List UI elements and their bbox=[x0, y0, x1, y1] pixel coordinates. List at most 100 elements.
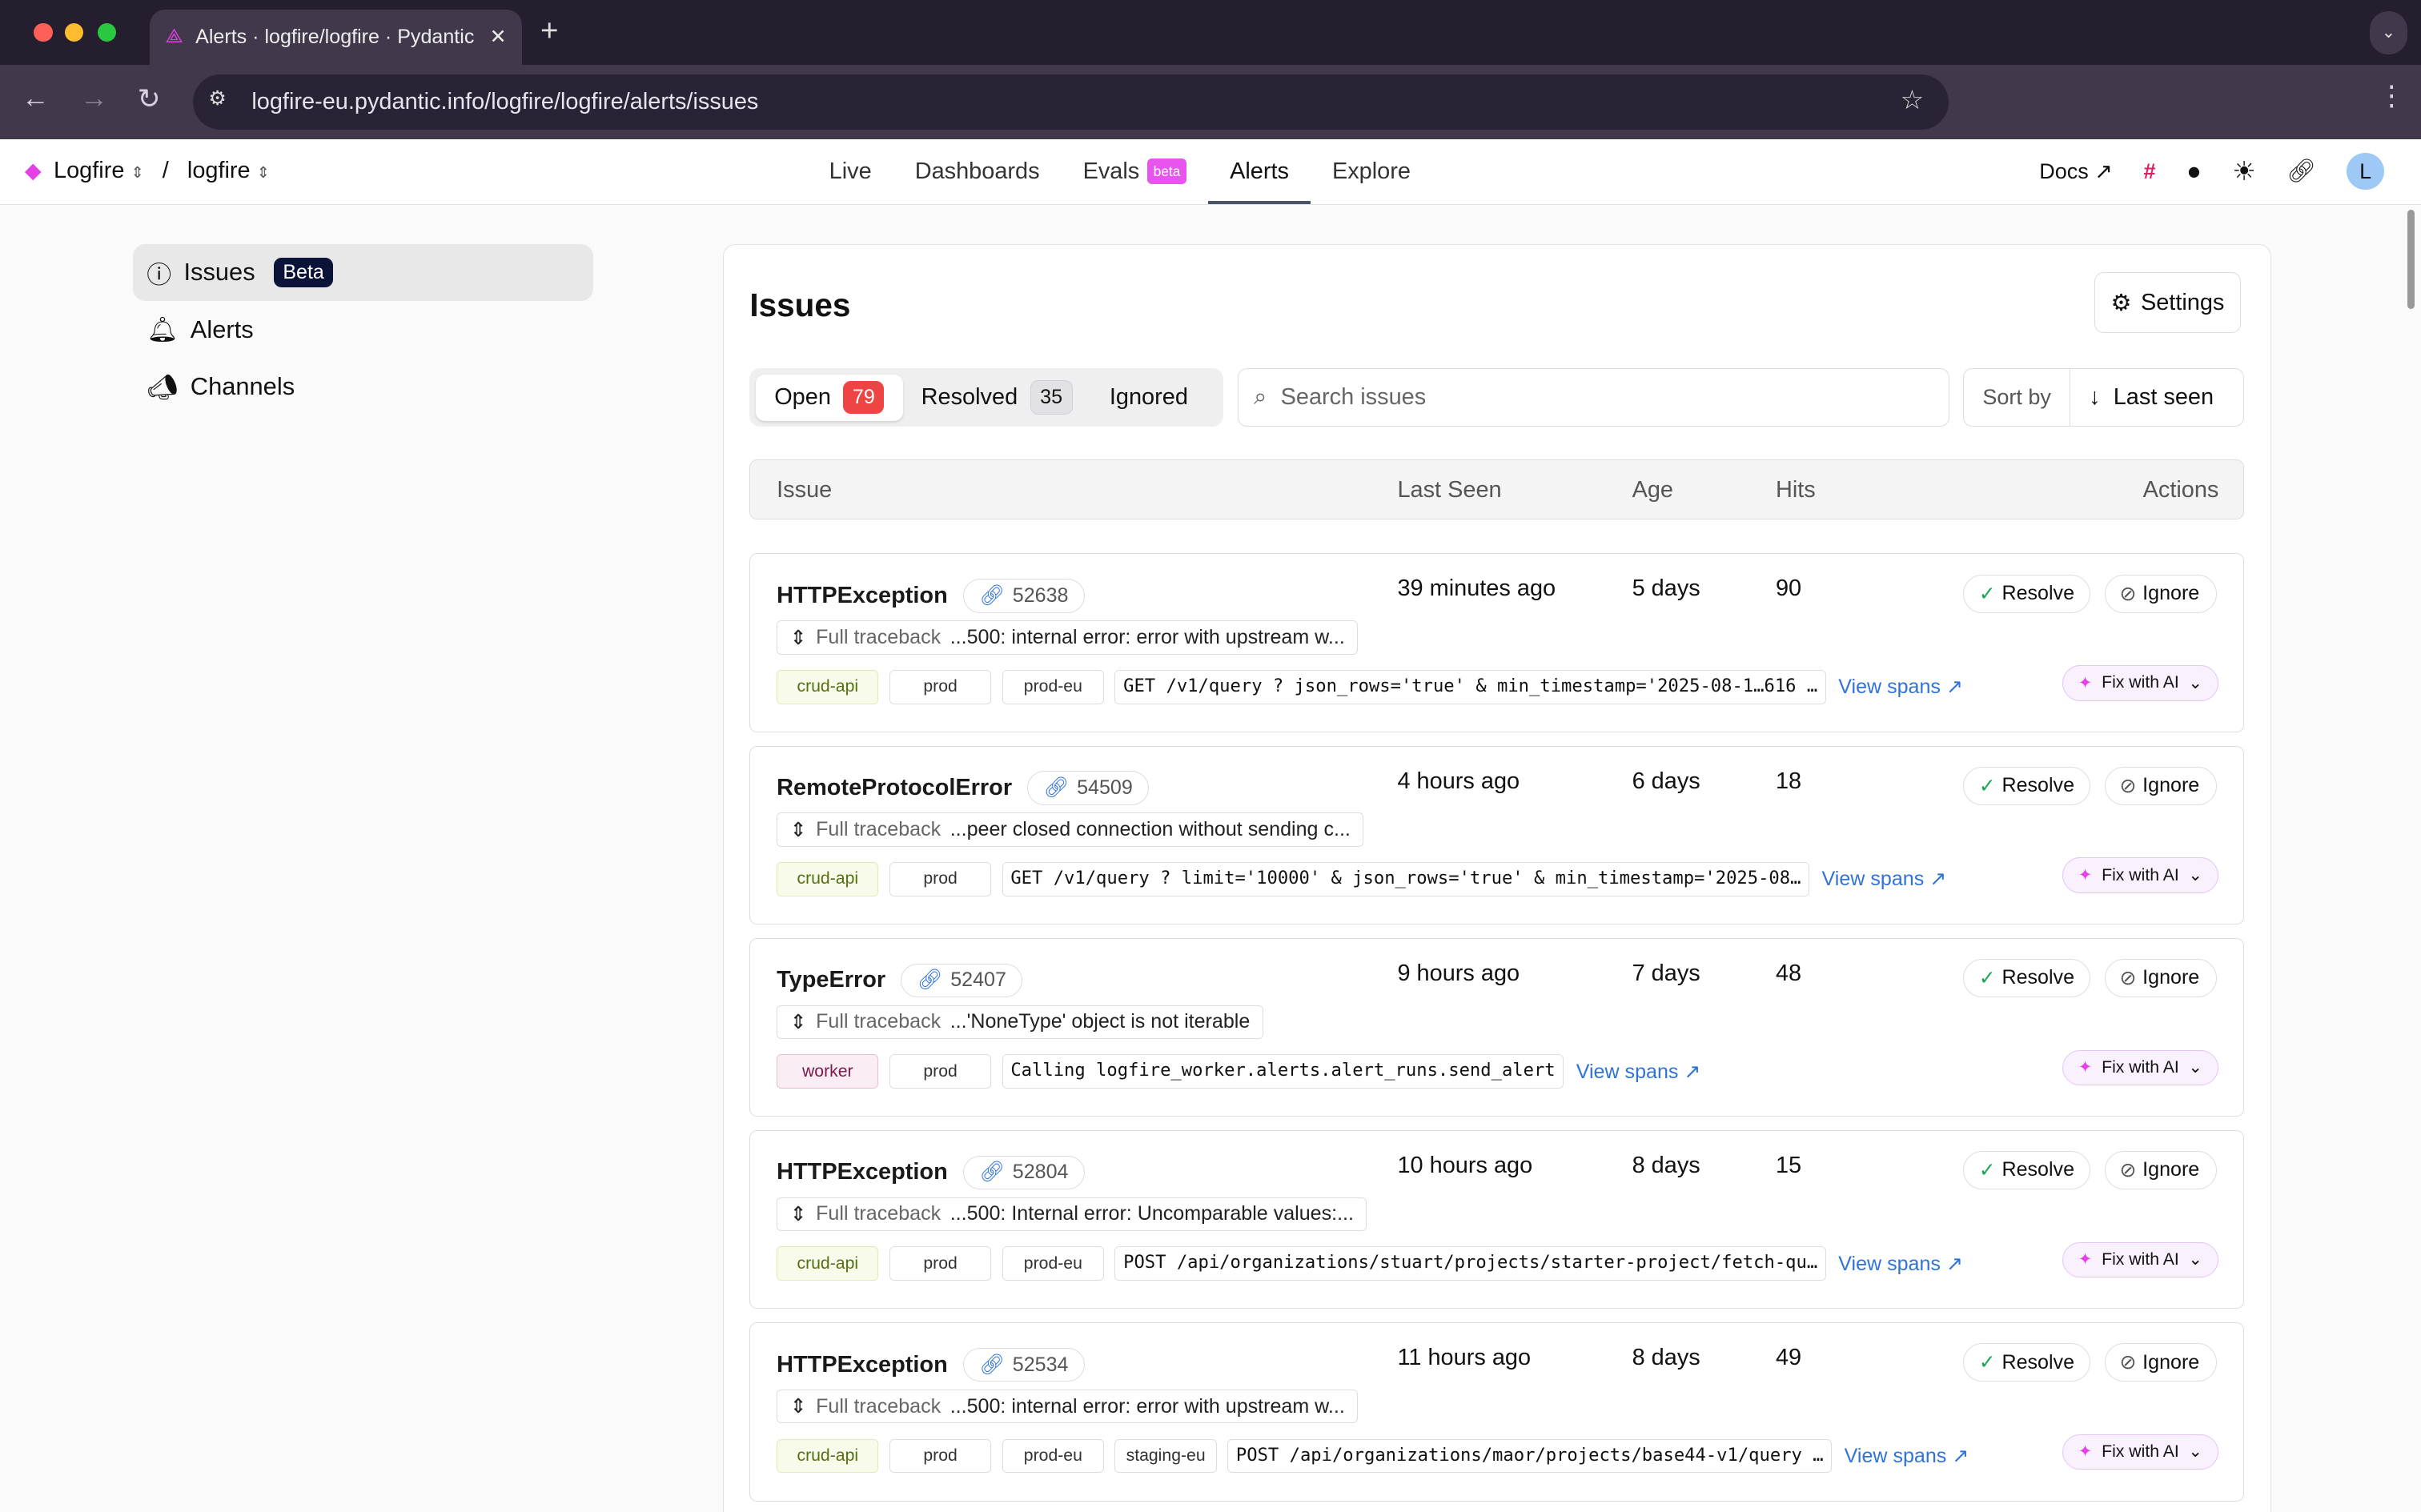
tab-ignored[interactable]: Ignored bbox=[1109, 384, 1188, 411]
ignore-button[interactable]: ⊘ Ignore bbox=[2105, 958, 2218, 997]
resolve-button[interactable]: ✓ Resolve bbox=[1962, 958, 2091, 997]
back-icon[interactable]: ← bbox=[22, 83, 50, 114]
nav-live[interactable]: Live bbox=[829, 158, 872, 184]
eye-off-icon: ⊘ bbox=[2119, 1158, 2137, 1181]
slack-icon[interactable]: # bbox=[2143, 158, 2156, 183]
sidebar-item-alerts[interactable]: 🔔︎ Alerts bbox=[147, 315, 254, 344]
issue-id-link[interactable]: 🔗︎ 52534 bbox=[963, 1347, 1085, 1382]
table-row[interactable]: HTTPException 🔗︎ 52638 ⇕ Full traceback...… bbox=[749, 553, 2245, 733]
issue-id-link[interactable]: 🔗︎ 52804 bbox=[963, 1155, 1085, 1190]
issues-panel: Issues ⚙ Settings Open 79 Resolved 35 Ignor… bbox=[722, 243, 2271, 1512]
fix-with-ai-button[interactable]: ✦ Fix with AI ⌄ bbox=[2062, 1241, 2219, 1277]
issue-title[interactable]: HTTPException bbox=[777, 583, 948, 609]
ignore-button[interactable]: ⊘ Ignore bbox=[2105, 1342, 2218, 1382]
external-link-icon: ↗ bbox=[1929, 868, 1947, 891]
close-tab-icon[interactable]: ✕ bbox=[489, 26, 507, 49]
table-row[interactable]: RemoteProtocolError 🔗︎ 54509 ⇕ Full traceb… bbox=[749, 745, 2245, 925]
sort-control[interactable]: Sort by ↓ Last seen bbox=[1963, 368, 2245, 427]
issue-title[interactable]: HTTPException bbox=[777, 1351, 948, 1378]
reload-icon[interactable]: ↻ bbox=[137, 84, 161, 115]
sort-select[interactable]: ↓ Last seen bbox=[2089, 384, 2214, 411]
issue-title[interactable]: RemoteProtocolError bbox=[777, 775, 1013, 801]
nav-alerts[interactable]: Alerts bbox=[1208, 139, 1311, 204]
span-name: POST /api/organizations/maor/projects/ba… bbox=[1227, 1438, 1833, 1473]
avatar[interactable]: L bbox=[2347, 152, 2384, 191]
sidebar-item-issues[interactable]: ⓘ Issues Beta bbox=[132, 243, 593, 302]
span-name: GET /v1/query ? json_rows='true' & min_t… bbox=[1114, 670, 1826, 704]
tag: prod bbox=[889, 1246, 992, 1281]
tab-search-button[interactable]: ⌄ bbox=[2370, 10, 2407, 54]
link-icon[interactable]: 🔗︎ bbox=[2286, 158, 2316, 185]
issue-id-link[interactable]: 🔗︎ 52407 bbox=[901, 963, 1023, 998]
docs-link[interactable]: Docs ↗ bbox=[2039, 158, 2113, 183]
address-bar[interactable]: ⚙ logfire-eu.pydantic.info/logfire/logfi… bbox=[193, 74, 1949, 130]
view-spans-link[interactable]: View spans ↗ bbox=[1844, 1444, 1969, 1467]
nav-explore[interactable]: Explore bbox=[1331, 158, 1411, 184]
resolve-button[interactable]: ✓ Resolve bbox=[1962, 1150, 2091, 1190]
tab-resolved[interactable]: Resolved 35 bbox=[903, 375, 1091, 421]
tab-open[interactable]: Open 79 bbox=[756, 374, 903, 421]
view-spans-link[interactable]: View spans ↗ bbox=[1838, 1252, 1963, 1275]
github-icon[interactable]: ● bbox=[2186, 157, 2202, 186]
link-icon: 🔗︎ bbox=[917, 969, 943, 992]
settings-button[interactable]: ⚙ Settings bbox=[2094, 272, 2241, 333]
check-icon: ✓ bbox=[1978, 582, 1996, 605]
table-row[interactable]: TypeError 🔗︎ 52407 ⇕ Full traceback ...'Non… bbox=[749, 937, 2245, 1117]
check-icon: ✓ bbox=[1978, 774, 1996, 797]
traceback-toggle[interactable]: ⇕ Full traceback ...500: Internal error: U… bbox=[777, 1197, 1367, 1232]
project-switcher[interactable]: logfire ⇕ bbox=[187, 157, 270, 183]
last-seen: 10 hours ago bbox=[1397, 1152, 1533, 1178]
maximize-window-button[interactable] bbox=[97, 22, 116, 42]
minimize-window-button[interactable] bbox=[65, 22, 84, 42]
search-input[interactable]: ⌕ Search issues bbox=[1237, 368, 1949, 427]
nav-evals[interactable]: Evals beta bbox=[1062, 139, 1209, 204]
view-spans-link[interactable]: View spans ↗ bbox=[1838, 676, 1963, 699]
gear-icon: ⚙ bbox=[2110, 290, 2132, 316]
ignore-button[interactable]: ⊘ Ignore bbox=[2105, 1150, 2218, 1190]
issue-title[interactable]: HTTPException bbox=[777, 1159, 948, 1185]
resolve-button[interactable]: ✓ Resolve bbox=[1962, 574, 2091, 613]
site-settings-icon[interactable]: ⚙ bbox=[208, 86, 227, 110]
last-seen: 4 hours ago bbox=[1397, 768, 1520, 794]
resolve-button[interactable]: ✓ Resolve bbox=[1962, 766, 2091, 805]
sparkles-icon: ✦ bbox=[2078, 1442, 2093, 1462]
new-tab-button[interactable]: + bbox=[540, 14, 559, 49]
table-row[interactable]: HTTPException 🔗︎ 52534 ⇕ Full traceback...… bbox=[749, 1321, 2245, 1502]
tab-title: Alerts · logfire/logfire · Pydantic Logf… bbox=[195, 25, 477, 48]
browser-tab[interactable]: ⟁ Alerts · logfire/logfire · Pydantic Lo… bbox=[150, 9, 522, 65]
view-spans-link[interactable]: View spans ↗ bbox=[1576, 1060, 1701, 1083]
ignore-button[interactable]: ⊘ Ignore bbox=[2105, 766, 2218, 805]
nav-dashboards[interactable]: Dashboards bbox=[914, 158, 1040, 184]
theme-toggle-sun-icon[interactable]: ☀ bbox=[2232, 156, 2256, 186]
ignore-button[interactable]: ⊘ Ignore bbox=[2105, 574, 2218, 613]
span-name: GET /v1/query ? limit='10000' & json_row… bbox=[1002, 862, 1810, 896]
fix-with-ai-button[interactable]: ✦ Fix with AI ⌄ bbox=[2062, 1049, 2219, 1085]
fix-with-ai-button[interactable]: ✦ Fix with AI ⌄ bbox=[2062, 665, 2219, 701]
browser-menu-icon[interactable]: ⋮ bbox=[2378, 81, 2406, 112]
traceback-toggle[interactable]: ⇕ Full traceback ...'NoneType' object is n… bbox=[777, 1005, 1263, 1039]
table-row[interactable]: HTTPException 🔗︎ 52804 ⇕ Full traceback...… bbox=[749, 1129, 2245, 1309]
issue-id-link[interactable]: 🔗︎ 52638 bbox=[963, 579, 1085, 613]
fix-with-ai-button[interactable]: ✦ Fix with AI ⌄ bbox=[2062, 1434, 2219, 1470]
resolve-button[interactable]: ✓ Resolve bbox=[1962, 1342, 2091, 1382]
issue-title[interactable]: TypeError bbox=[777, 967, 886, 993]
sidebar-item-channels[interactable]: 📣︎ Channels bbox=[147, 372, 295, 401]
org-switcher[interactable]: Logfire ⇕ bbox=[54, 157, 144, 183]
main-nav: Live Dashboards Evals beta Alerts Explore bbox=[808, 139, 1432, 204]
scrollbar[interactable] bbox=[2407, 210, 2415, 309]
bookmark-star-icon[interactable]: ☆ bbox=[1900, 85, 1925, 115]
close-window-button[interactable] bbox=[34, 22, 53, 42]
external-link-icon: ↗ bbox=[1684, 1060, 1701, 1083]
issue-id-link[interactable]: 🔗︎ 54509 bbox=[1027, 771, 1150, 805]
view-spans-link[interactable]: View spans ↗ bbox=[1821, 868, 1947, 891]
traceback-toggle[interactable]: ⇕ Full traceback ...peer closed connection… bbox=[777, 812, 1364, 847]
tag: crud-api bbox=[777, 1246, 879, 1281]
traceback-toggle[interactable]: ⇕ Full traceback ...500: internal error: e… bbox=[777, 1389, 1359, 1424]
forward-icon[interactable]: → bbox=[80, 83, 108, 114]
sparkles-icon: ✦ bbox=[2078, 1058, 2093, 1077]
fix-with-ai-button[interactable]: ✦ Fix with AI ⌄ bbox=[2062, 857, 2219, 893]
eye-off-icon: ⊘ bbox=[2119, 1351, 2137, 1374]
alert-circle-icon: ⓘ bbox=[147, 260, 172, 289]
traceback-toggle[interactable]: ⇕ Full traceback ...500: internal error: e… bbox=[777, 620, 1359, 655]
eye-off-icon: ⊘ bbox=[2119, 774, 2137, 797]
